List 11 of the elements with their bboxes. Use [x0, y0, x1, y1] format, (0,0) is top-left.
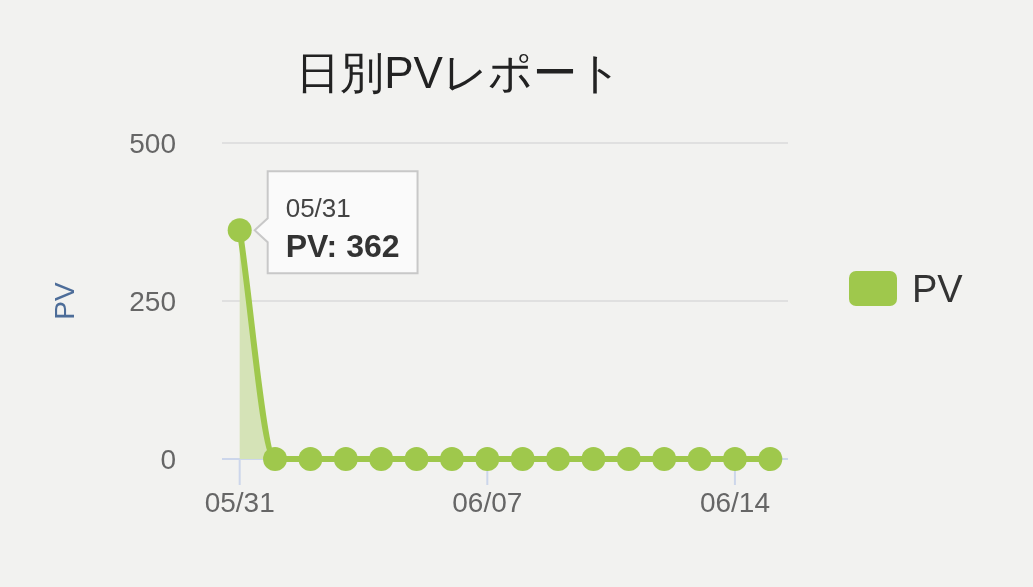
- chart-title: 日別PVレポート: [296, 48, 622, 97]
- x-tick-label: 06/07: [452, 487, 523, 518]
- annotation: PV: 362: [285, 228, 400, 265]
- y-tick-label: 0: [160, 444, 176, 475]
- annotation: 05/31: [285, 193, 351, 224]
- x-tick-label: 05/31: [204, 487, 275, 518]
- y-axis-title: PV: [49, 282, 80, 320]
- y-tick-label: 500: [129, 128, 176, 159]
- y-tick-label: 250: [129, 286, 176, 317]
- legend-label: PV: [912, 268, 964, 310]
- x-tick-label: 06/14: [699, 487, 770, 518]
